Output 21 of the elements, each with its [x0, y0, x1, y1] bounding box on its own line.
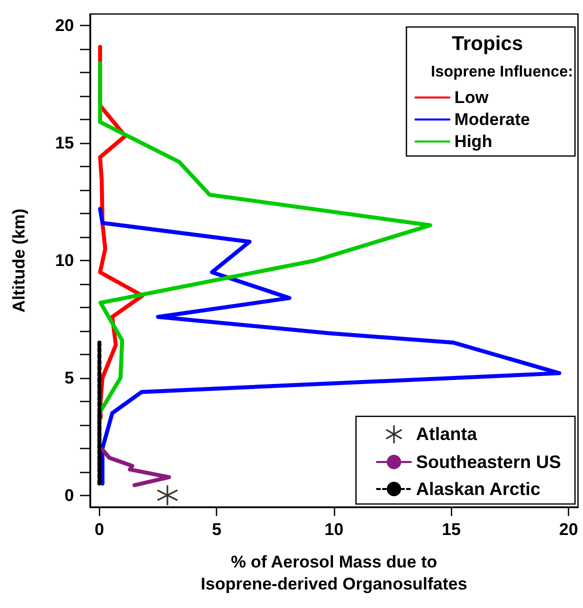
y-axis-title: Altitude (km): [10, 208, 28, 312]
legend-label: Moderate: [454, 110, 530, 129]
x-tick-label: 10: [324, 520, 344, 539]
x-axis-title: % of Aerosol Mass due to Isoprene-derived Organosulfates: [200, 552, 468, 594]
legend-label: Atlanta: [416, 424, 478, 444]
legend-label: Alaskan Arctic: [416, 479, 540, 499]
x-tick-label: 0: [94, 520, 104, 539]
y-tick-label: 20: [55, 16, 74, 36]
legend-label: Low: [454, 88, 490, 107]
y-tick-label: 5: [64, 368, 74, 388]
annotation: Isoprene Influence:: [430, 64, 574, 80]
legend-title: Tropics: [452, 33, 524, 55]
legend-label: Southeastern US: [416, 452, 562, 472]
line-series: [100, 447, 172, 488]
x-tick-label: 5: [212, 520, 222, 539]
x-tick-label: 15: [442, 520, 461, 539]
y-tick-label: 10: [55, 251, 74, 270]
y-tick-label: 0: [64, 486, 74, 505]
legend-label: High: [454, 132, 492, 151]
y-tick-label: 15: [55, 134, 74, 153]
x-tick-label: 20: [559, 520, 578, 539]
